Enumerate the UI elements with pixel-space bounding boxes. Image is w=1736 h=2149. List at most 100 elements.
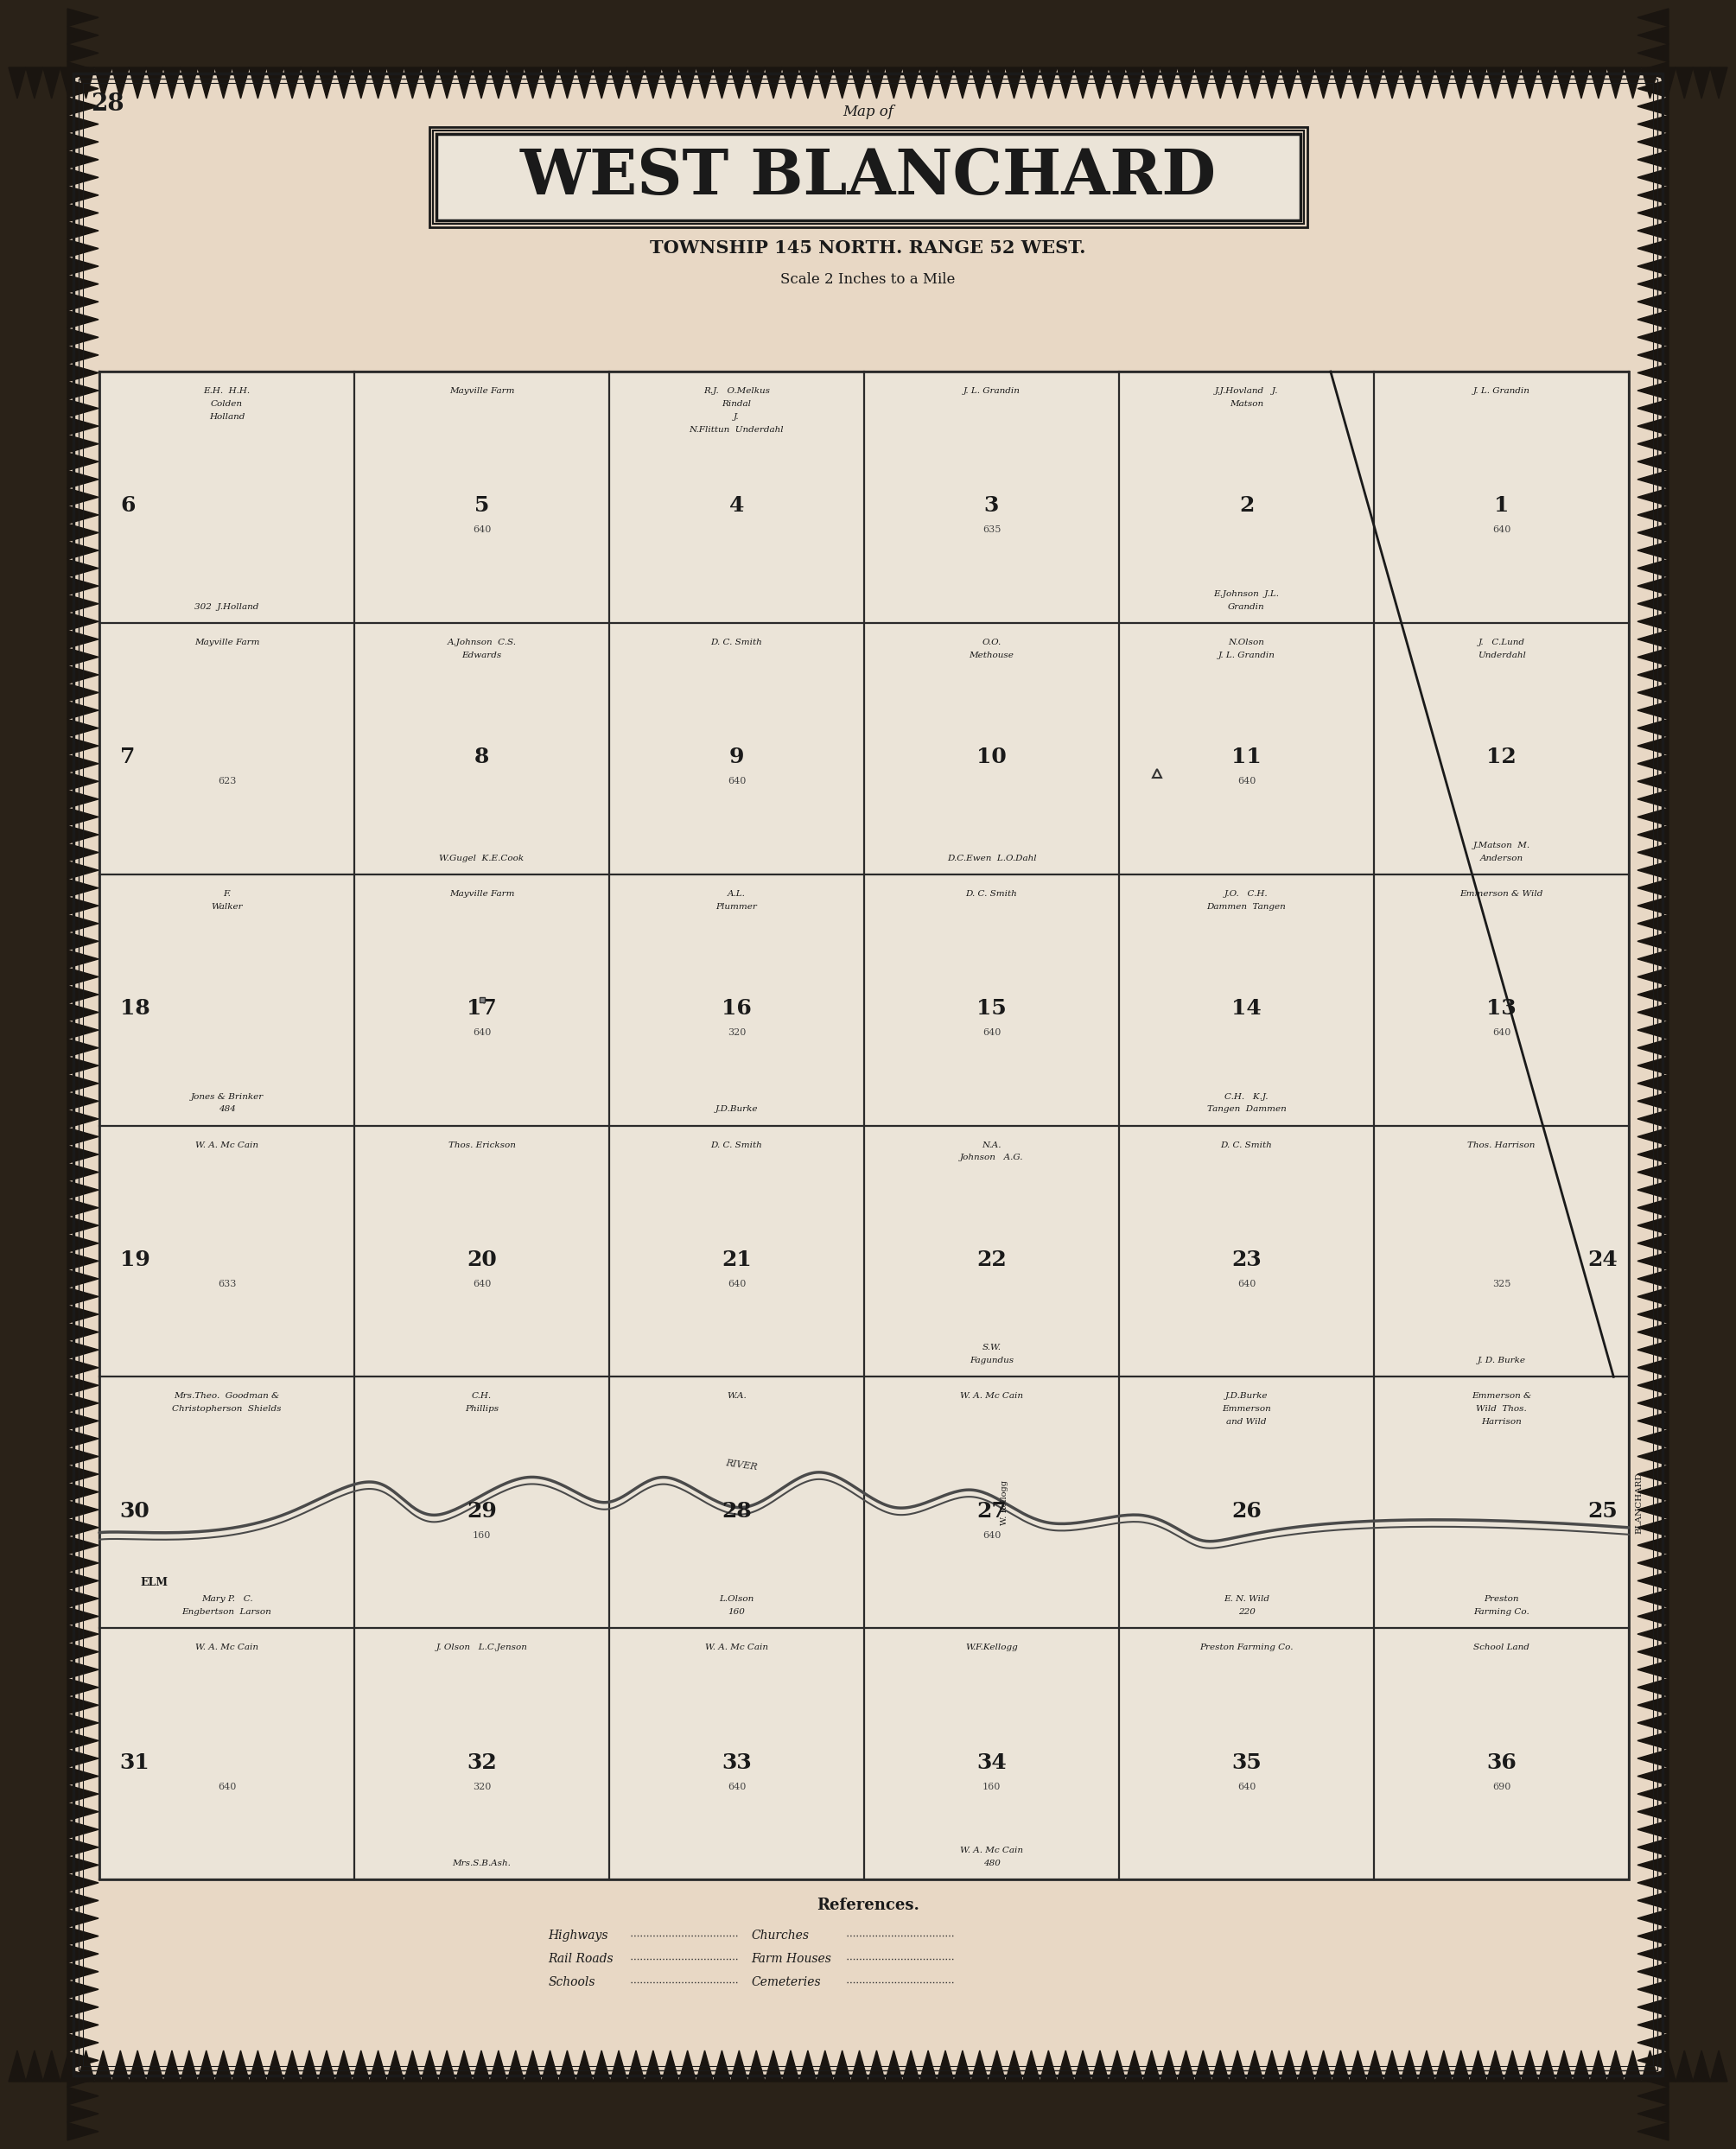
Polygon shape bbox=[1040, 67, 1057, 99]
Text: 690: 690 bbox=[1493, 1782, 1510, 1790]
Polygon shape bbox=[1637, 612, 1668, 630]
Polygon shape bbox=[1486, 67, 1503, 99]
Text: W.A.: W.A. bbox=[727, 1393, 746, 1401]
Polygon shape bbox=[559, 2050, 576, 2082]
Polygon shape bbox=[266, 2050, 283, 2082]
Text: A.Johnson  C.S.: A.Johnson C.S. bbox=[448, 638, 516, 647]
Polygon shape bbox=[1401, 2050, 1418, 2082]
Polygon shape bbox=[1366, 2050, 1384, 2082]
Polygon shape bbox=[955, 67, 970, 99]
Polygon shape bbox=[1637, 1038, 1668, 1057]
Text: Preston Farming Co.: Preston Farming Co. bbox=[1200, 1644, 1293, 1650]
Text: 8: 8 bbox=[474, 748, 490, 767]
Polygon shape bbox=[68, 683, 99, 701]
Polygon shape bbox=[68, 116, 99, 133]
Polygon shape bbox=[68, 1678, 99, 1696]
Text: Johnson   A.G.: Johnson A.G. bbox=[960, 1154, 1023, 1163]
Polygon shape bbox=[68, 1749, 99, 1766]
Polygon shape bbox=[352, 67, 370, 99]
Text: 325: 325 bbox=[1493, 1279, 1510, 1287]
Polygon shape bbox=[679, 67, 696, 99]
Polygon shape bbox=[1005, 2050, 1023, 2082]
Text: 19: 19 bbox=[120, 1249, 149, 1270]
Polygon shape bbox=[1538, 2050, 1555, 2082]
Polygon shape bbox=[1142, 67, 1160, 99]
Text: Colden: Colden bbox=[210, 400, 243, 408]
Polygon shape bbox=[1637, 1500, 1668, 1519]
Polygon shape bbox=[1590, 2050, 1608, 2082]
Polygon shape bbox=[1637, 683, 1668, 701]
Polygon shape bbox=[352, 2050, 370, 2082]
Polygon shape bbox=[1023, 67, 1040, 99]
Polygon shape bbox=[404, 67, 422, 99]
Polygon shape bbox=[181, 2050, 198, 2082]
Polygon shape bbox=[68, 559, 99, 578]
Polygon shape bbox=[1637, 1537, 1668, 1554]
Polygon shape bbox=[387, 2050, 404, 2082]
Polygon shape bbox=[1637, 1678, 1668, 1696]
Polygon shape bbox=[1246, 2050, 1264, 2082]
Polygon shape bbox=[1023, 2050, 1040, 2082]
Polygon shape bbox=[490, 2050, 507, 2082]
Polygon shape bbox=[1127, 2050, 1142, 2082]
Polygon shape bbox=[68, 896, 99, 915]
Text: 20: 20 bbox=[467, 1249, 496, 1270]
Text: J. L. Grandin: J. L. Grandin bbox=[963, 387, 1021, 395]
Polygon shape bbox=[68, 879, 99, 896]
Polygon shape bbox=[1281, 2050, 1299, 2082]
Polygon shape bbox=[1637, 97, 1668, 116]
Polygon shape bbox=[1486, 2050, 1503, 2082]
Polygon shape bbox=[1637, 1358, 1668, 1378]
Text: 35: 35 bbox=[1231, 1751, 1262, 1773]
Polygon shape bbox=[68, 2069, 99, 2087]
Polygon shape bbox=[816, 67, 833, 99]
Text: W. A. Mc Cain: W. A. Mc Cain bbox=[194, 1644, 259, 1650]
Text: Walker: Walker bbox=[212, 903, 243, 911]
Polygon shape bbox=[146, 67, 163, 99]
Polygon shape bbox=[903, 67, 920, 99]
Polygon shape bbox=[1637, 453, 1668, 471]
Polygon shape bbox=[1142, 2050, 1160, 2082]
Polygon shape bbox=[68, 825, 99, 845]
Polygon shape bbox=[661, 67, 679, 99]
Text: Scale 2 Inches to a Mile: Scale 2 Inches to a Mile bbox=[781, 271, 955, 286]
Polygon shape bbox=[713, 67, 731, 99]
Text: Thos. Erickson: Thos. Erickson bbox=[448, 1141, 516, 1150]
Polygon shape bbox=[68, 2016, 99, 2033]
Polygon shape bbox=[68, 62, 99, 80]
Text: 2: 2 bbox=[1240, 496, 1253, 516]
Text: Emmerson &: Emmerson & bbox=[1472, 1393, 1531, 1401]
Polygon shape bbox=[766, 2050, 781, 2082]
Polygon shape bbox=[1332, 2050, 1349, 2082]
Polygon shape bbox=[68, 1962, 99, 1981]
Polygon shape bbox=[1637, 62, 1668, 80]
Polygon shape bbox=[1637, 1644, 1668, 1661]
Polygon shape bbox=[1637, 1625, 1668, 1644]
Polygon shape bbox=[1637, 346, 1668, 363]
Polygon shape bbox=[68, 417, 99, 434]
Polygon shape bbox=[68, 275, 99, 292]
Polygon shape bbox=[68, 45, 99, 62]
Text: 12: 12 bbox=[1486, 748, 1517, 767]
Polygon shape bbox=[576, 2050, 594, 2082]
Polygon shape bbox=[679, 2050, 696, 2082]
Polygon shape bbox=[1637, 1378, 1668, 1395]
Polygon shape bbox=[68, 1820, 99, 1837]
Polygon shape bbox=[1264, 67, 1281, 99]
Polygon shape bbox=[68, 1092, 99, 1111]
Text: Fagundus: Fagundus bbox=[969, 1356, 1014, 1365]
Text: 9: 9 bbox=[729, 748, 745, 767]
Polygon shape bbox=[1637, 1466, 1668, 1483]
Text: 1: 1 bbox=[1495, 496, 1509, 516]
Text: ELM: ELM bbox=[141, 1577, 168, 1588]
Polygon shape bbox=[1281, 67, 1299, 99]
Text: 11: 11 bbox=[1231, 748, 1262, 767]
Polygon shape bbox=[1637, 1696, 1668, 1715]
Polygon shape bbox=[524, 2050, 542, 2082]
Polygon shape bbox=[78, 67, 94, 99]
Text: 160: 160 bbox=[727, 1607, 745, 1616]
Polygon shape bbox=[988, 2050, 1005, 2082]
Polygon shape bbox=[1637, 630, 1668, 649]
Polygon shape bbox=[422, 67, 437, 99]
Text: 640: 640 bbox=[472, 527, 491, 535]
